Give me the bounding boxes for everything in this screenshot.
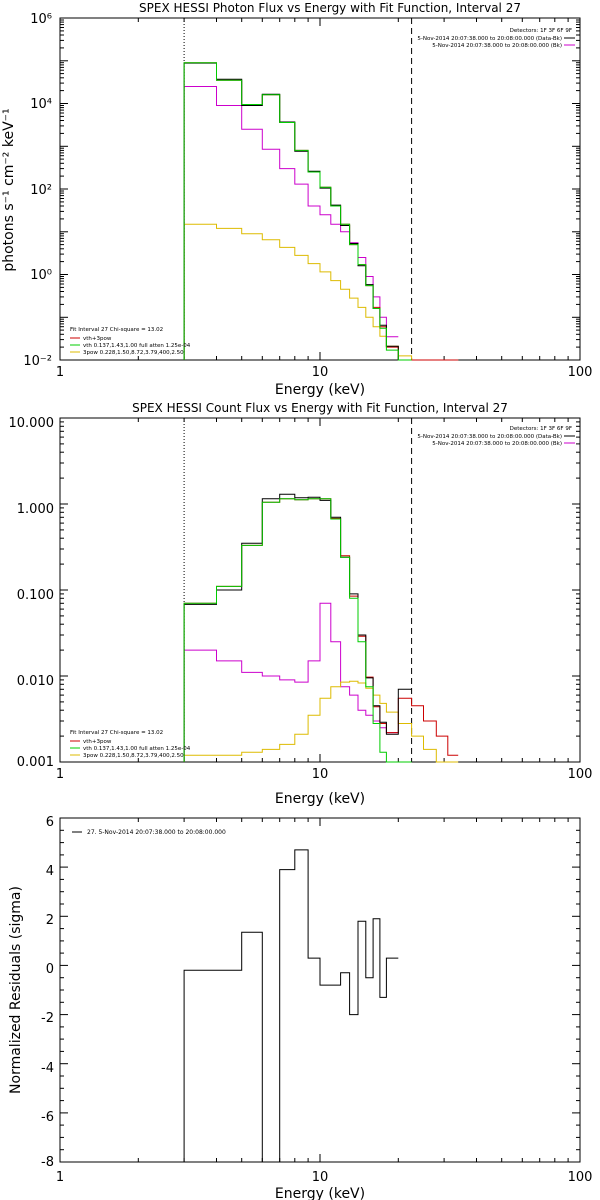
photon-plot-frame [59,17,581,361]
photon-series-data-bk [183,62,412,361]
resid-ytick-0: 0 [46,962,54,977]
resid-ylabel: Normalized Residuals (sigma) [8,886,24,1094]
count-ytick-1: 1.000 [17,502,54,517]
photon-series-bk [183,86,399,360]
resid-ytick-m8: -8 [41,1155,54,1170]
count-ytick-10: 10.000 [9,416,55,431]
resid-xtick-10: 10 [312,1170,329,1185]
photon-series-vth-3pow [183,62,459,361]
resid-ytick-4: 4 [46,864,54,879]
count-fit-legend-vth: vth 0.137,1.43,1.00 full atten 1.25e-04 [83,746,191,752]
photon-fit-legend-3pow: 3pow 0.228,1.50,8.72,3.79,400,2.50 [83,350,184,356]
photon-series-3pow [183,223,459,361]
photon-detectors-label: Detectors: 1F 3F 6F 9F [510,28,572,34]
photon-xtick-1: 1 [56,365,64,380]
photon-fit-legend-vth: vth 0.137,1.43,1.00 full atten 1.25e-04 [83,343,191,349]
photon-panel: SPEX HESSI Photon Flux vs Energy with Fi… [1,1,592,398]
count-xtick-1: 1 [56,767,64,782]
count-xlabel: Energy (keV) [275,791,365,807]
photon-xlabel: Energy (keV) [275,382,365,398]
resid-ytick-6: 6 [46,815,54,830]
count-detectors-label: Detectors: 1F 3F 6F 9F [510,426,572,432]
photon-series-vth [183,62,412,361]
count-series-vth [183,498,412,763]
count-xtick-100: 100 [568,767,593,782]
residual-plot-frame [59,817,581,1163]
count-series-3pow [183,680,459,763]
photon-ytick-1e-2: 10⁻² [23,354,52,369]
photon-ytick-1e2: 10² [30,183,52,198]
resid-ytick-m2: -2 [41,1011,54,1026]
photon-ytick-1e0: 10⁰ [30,268,52,283]
resid-series-residuals [183,849,399,1163]
count-ytick-0.001: 0.001 [17,755,54,770]
count-fit-legend-total: vth+3pow [83,739,112,745]
photon-ytick-1e4: 10⁴ [30,97,52,112]
resid-legend-text: 27. 5-Nov-2014 20:07:38.000 to 20:08:00.… [87,829,226,836]
count-time-label-data: 5-Nov-2014 20:07:38.000 to 20:08:00.000 … [417,434,562,440]
count-series-vth-3pow [183,498,459,762]
photon-ytick-1e6: 10⁶ [30,12,52,27]
count-ytick-0.1: 0.100 [17,588,54,603]
photon-fit-legend-chi: Fit Interval 27 Chi-square = 13.02 [70,327,163,333]
count-xtick-10: 10 [312,767,329,782]
count-fit-legend-3pow: 3pow 0.228,1.50,8.72,3.79,400,2.50 [83,753,184,759]
photon-xtick-100: 100 [568,365,593,380]
photon-time-label-bk: 5-Nov-2014 20:07:38.000 to 20:08:00.000 … [432,43,562,49]
resid-ytick-2: 2 [46,913,54,928]
residual-panel: 1 10 100 6 4 2 0 -2 -4 -6 -8 Energy (keV… [8,815,592,1200]
photon-title: SPEX HESSI Photon Flux vs Energy with Fi… [139,1,521,15]
count-series-data-bk [183,493,412,762]
photon-fit-legend-total: vth+3pow [83,336,112,342]
resid-ytick-m6: -6 [41,1110,54,1125]
resid-ytick-m4: -4 [41,1061,54,1076]
photon-ylabel: photons s⁻¹ cm⁻² keV⁻¹ [1,108,17,271]
count-panel: SPEX HESSI Count Flux vs Energy with Fit… [9,401,593,807]
count-fit-legend-chi: Fit Interval 27 Chi-square = 13.02 [70,730,163,736]
photon-time-label-data: 5-Nov-2014 20:07:38.000 to 20:08:00.000 … [417,36,562,42]
count-time-label-bk: 5-Nov-2014 20:07:38.000 to 20:08:00.000 … [432,441,562,447]
photon-xtick-10: 10 [312,365,329,380]
resid-xtick-1: 1 [56,1170,64,1185]
resid-xlabel: Energy (keV) [275,1186,365,1200]
resid-xtick-100: 100 [568,1170,593,1185]
count-title: SPEX HESSI Count Flux vs Energy with Fit… [132,401,508,415]
count-ytick-0.01: 0.010 [17,674,54,689]
